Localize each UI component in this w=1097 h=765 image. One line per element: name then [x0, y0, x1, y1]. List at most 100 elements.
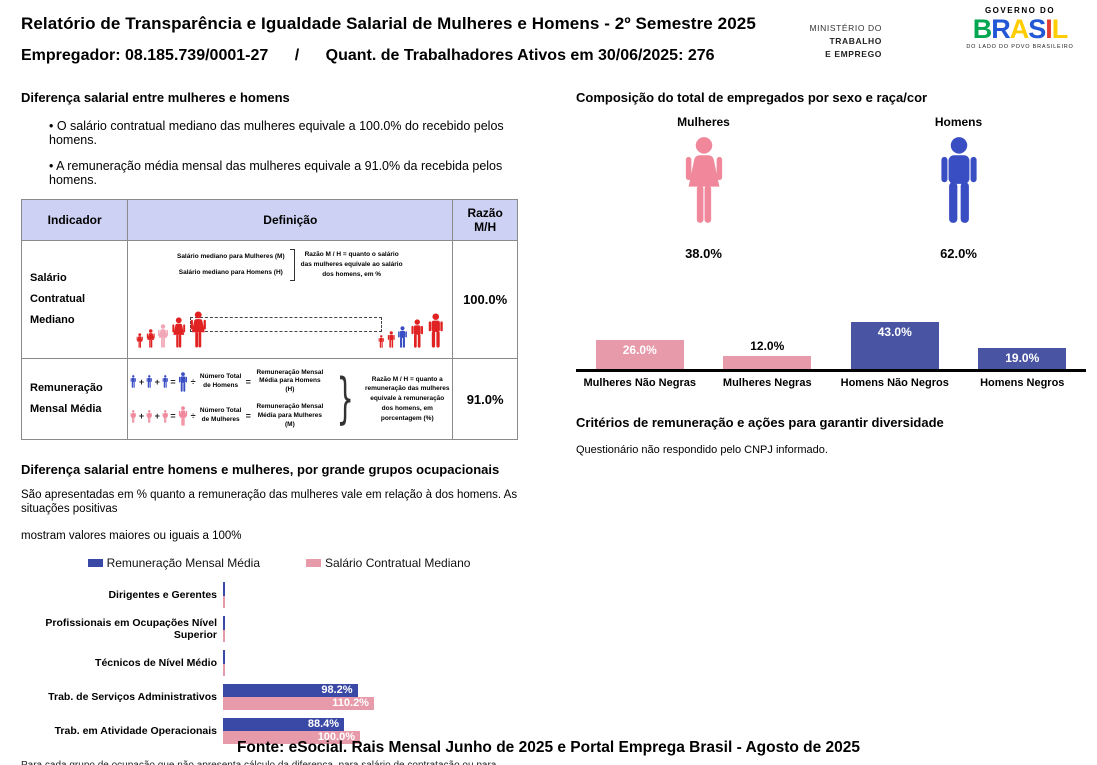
legend-swatch-blue: [87, 559, 103, 568]
description-line: mostram valores maiores ou iguais a 100%: [21, 529, 242, 542]
criteria-text: Questionário não respondido pelo CNPJ in…: [576, 444, 828, 456]
table-row: Salário Contratual Mediano Salário media…: [20, 240, 518, 359]
zero-tick-blue: [223, 616, 225, 631]
woman-figure-icon: [158, 324, 169, 348]
bar-value-label: 100.0%: [317, 731, 355, 744]
occupation-bar: 100.0%: [223, 731, 360, 745]
bullet-item: • A remuneração média mensal das mulhere…: [49, 159, 503, 187]
man-figure-icon: [411, 319, 424, 348]
ratio-value: 100.0%: [452, 240, 518, 359]
report-header: Relatório de Transparência e Igualdade S…: [21, 14, 1077, 65]
occupation-row: Dirigentes e Gerentes: [21, 578, 537, 612]
equals-operator: =: [170, 411, 176, 422]
equals-operator: =: [170, 376, 176, 387]
occupation-row: Trab. em Atividade Operacionais 88.4% 100.…: [21, 714, 537, 748]
composition-bar-slot: 19.0%: [959, 307, 1087, 369]
composition-bar-slot: 43.0%: [831, 307, 959, 369]
composition-bars: 26.0% 12.0% 43.0% 19.0%: [576, 307, 1086, 372]
mean-ratio-note: Razão M / H = quanto a remuneração das m…: [364, 375, 450, 422]
occupation-row: Trab. de Serviços Administrativos 98.2% 11…: [21, 680, 537, 714]
bullet-item: • O salário contratual mediano das mulhe…: [49, 119, 504, 147]
employer-line: Empregador: 08.185.739/0001-27 / Quant. …: [21, 47, 1077, 65]
man-figure-icon: [398, 326, 408, 348]
gender-split: Mulheres 38.0% Homens 62.0%: [576, 115, 1086, 261]
left-column: Diferença salarial entre mulheres e home…: [20, 90, 537, 765]
brasil-letter: S: [1028, 14, 1046, 44]
woman-figure-icon: [146, 409, 153, 423]
equals-operator: =: [245, 376, 251, 387]
gov-logo-tagline: DO LADO DO POVO BRASILEIRO: [966, 44, 1074, 51]
ministry-line: TRABALHO: [829, 36, 882, 47]
zero-tick-pink: [223, 596, 225, 609]
women-figures-group: [136, 311, 207, 348]
composition-bar-slot: 12.0%: [704, 307, 832, 369]
zero-tick-pink: [223, 630, 225, 643]
occupation-bar: 110.2%: [223, 697, 374, 711]
occupational-title: Diferença salarial entre homens e mulher…: [21, 462, 500, 477]
composition-title: Composição do total de empregados por se…: [576, 90, 928, 105]
man-icon: [940, 137, 977, 223]
composition-bar: 12.0%: [723, 339, 812, 369]
zero-tick-blue: [223, 582, 225, 597]
zero-tick-pink: [223, 664, 225, 677]
indicator-definition: Salário mediano para Mulheres (M) Salári…: [127, 240, 454, 359]
composition-bar-slot: 26.0%: [576, 307, 704, 369]
man-figure-icon: [162, 375, 168, 389]
indicator-name: Remuneração Mensal Média: [20, 358, 129, 440]
occupation-bars: [223, 616, 537, 643]
occupation-label: Trab. em Atividade Operacionais: [54, 725, 217, 738]
page-title: Relatório de Transparência e Igualdade S…: [21, 14, 756, 33]
plus-operator: +: [138, 376, 145, 387]
occupation-bars: 98.2% 110.2%: [223, 684, 537, 711]
ratio-value: 91.0%: [452, 358, 518, 440]
men-result-label: Remuneração Mensal Média para Homens (H): [256, 368, 324, 394]
criteria-title: Critérios de remuneração e ações para ga…: [576, 415, 944, 430]
separator: /: [294, 47, 300, 64]
composition-category-label: Homens Não Negros: [840, 377, 949, 389]
governo-do-brasil-logo: GOVERNO DO BRASIL DO LADO DO POVO BRASIL…: [961, 6, 1079, 50]
source-footer: Fonte: eSocial. Rais Mensal Junho de 202…: [236, 739, 861, 756]
occupation-row: Técnicos de Nível Médio: [21, 646, 537, 680]
composition-bar: 43.0%: [850, 321, 939, 369]
brasil-letter: R: [991, 14, 1010, 44]
man-figure-icon: [378, 335, 385, 348]
criteria-section: Critérios de remuneração e ações para ga…: [576, 415, 1086, 456]
brasil-letter: B: [972, 14, 992, 44]
occupation-bars: 88.4% 100.0%: [223, 718, 537, 745]
legend-label: Salário Contratual Mediano: [325, 556, 471, 571]
occupation-label: Dirigentes e Gerentes: [108, 589, 217, 602]
ministry-line: E EMPREGO: [825, 49, 882, 60]
col-header-definicao: Definição: [127, 199, 454, 241]
divide-operator: ÷: [190, 411, 196, 422]
brasil-letter: I: [1045, 14, 1052, 44]
right-column: Composição do total de empregados por se…: [576, 90, 1086, 456]
legend-item: Remuneração Mensal Média: [87, 556, 260, 571]
man-figure-icon: [131, 375, 137, 389]
col-header-indicador: Indicador: [20, 199, 129, 241]
occupational-description: São apresentadas em % quanto a remuneraç…: [21, 489, 537, 543]
zero-tick-blue: [223, 650, 225, 665]
occupation-row: Profissionais em Ocupações Nível Superio…: [21, 612, 537, 646]
legend-label: Remuneração Mensal Média: [106, 556, 260, 571]
salary-diff-bullets: • O salário contratual mediano das mulhe…: [49, 119, 537, 187]
occupation-label: Profissionais em Ocupações Nível Superio…: [45, 617, 217, 642]
male-percentage: 62.0%: [940, 246, 977, 261]
female-cell: Mulheres 38.0%: [576, 115, 831, 261]
occupation-bar: 98.2%: [223, 684, 358, 698]
man-figure-icon: [428, 313, 443, 348]
man-figure-icon: [146, 375, 152, 389]
median-women-label: Salário mediano para Mulheres (M): [176, 253, 285, 260]
plus-operator: +: [154, 376, 160, 387]
ministry-line: MINISTÉRIO DO: [809, 23, 882, 33]
bar-value-label: 43.0%: [877, 324, 912, 339]
men-figures-group: [378, 313, 444, 348]
man-figure-icon: [387, 331, 395, 348]
description-line: São apresentadas em % quanto a remuneraç…: [21, 489, 518, 515]
table-row: Remuneração Mensal Média + + = ÷ Número To…: [20, 358, 518, 440]
bracket-shape: [289, 249, 295, 281]
col-header-razao: Razão M/H: [452, 199, 518, 241]
composition-bar: 26.0%: [595, 340, 684, 369]
woman-figure-icon: [162, 409, 168, 423]
composition-category-label: Mulheres Negras: [722, 377, 812, 389]
